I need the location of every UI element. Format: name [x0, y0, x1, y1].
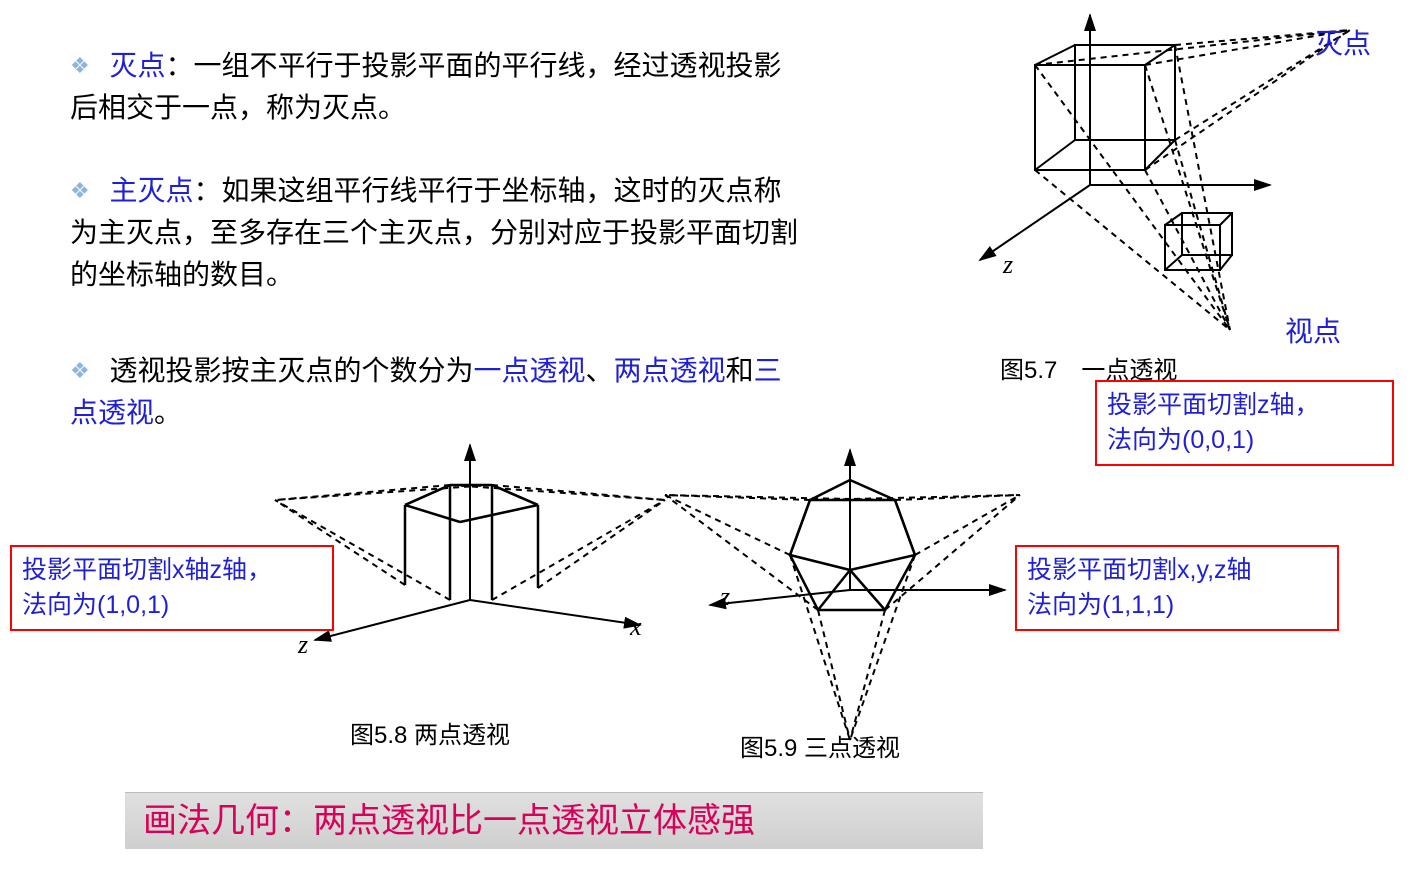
bullet-1: ❖ 灭点：一组不平行于投影平面的平行线，经过透视投影后相交于一点，称为灭点。 — [70, 45, 800, 129]
bullet-3-pre: 透视投影按主灭点的个数分为 — [110, 355, 474, 386]
label-viewpoint: 视点 — [1285, 310, 1341, 350]
caption-58: 图5.8 两点透视 — [350, 715, 510, 750]
box3-l2: 法向为(1,1,1) — [1027, 591, 1174, 619]
axis-z-57: z — [1003, 250, 1013, 280]
caption-59: 图5.9 三点透视 — [740, 728, 900, 763]
diamond-icon: ❖ — [70, 53, 90, 78]
bullet-3: ❖ 透视投影按主灭点的个数分为一点透视、两点透视和三点透视。 — [70, 350, 800, 434]
term-2: 主灭点 — [110, 175, 194, 206]
box2-l1: 投影平面切割z轴， — [1107, 391, 1320, 419]
redbox-1: 投影平面切割x轴z轴， 法向为(1,0,1) — [10, 545, 334, 631]
bullet-1-text: ：一组不平行于投影平面的平行线，经过透视投影后相交于一点，称为灭点。 — [70, 50, 782, 123]
mid: 和 — [726, 355, 754, 386]
end: 。 — [154, 397, 182, 428]
banner: 画法几何：两点透视比一点透视立体感强 — [125, 792, 983, 849]
sep1: 、 — [586, 355, 614, 386]
label-vanish: 灭点 — [1315, 22, 1371, 62]
axis-z-59: z — [720, 582, 730, 612]
term-3b: 两点透视 — [614, 355, 726, 386]
fig59-diagram — [650, 440, 1030, 750]
box3-l1: 投影平面切割x,y,z轴 — [1027, 556, 1252, 584]
term-1: 灭点 — [110, 50, 166, 81]
redbox-2: 投影平面切割z轴， 法向为(0,0,1) — [1095, 380, 1394, 466]
banner-text: 画法几何：两点透视比一点透视立体感强 — [143, 802, 755, 840]
redbox-3: 投影平面切割x,y,z轴 法向为(1,1,1) — [1015, 545, 1339, 631]
bullet-2: ❖ 主灭点：如果这组平行线平行于坐标轴，这时的灭点称为主灭点，至多存在三个主灭点… — [70, 170, 800, 296]
axis-x-58: x — [630, 612, 642, 642]
box1-l1: 投影平面切割x轴z轴， — [22, 556, 272, 584]
axis-z-58: z — [298, 630, 308, 660]
box2-l2: 法向为(0,0,1) — [1107, 426, 1254, 454]
fig57-diagram — [810, 0, 1370, 360]
diamond-icon: ❖ — [70, 358, 90, 383]
diamond-icon: ❖ — [70, 178, 90, 203]
term-3a: 一点透视 — [474, 355, 586, 386]
box1-l2: 法向为(1,0,1) — [22, 591, 169, 619]
